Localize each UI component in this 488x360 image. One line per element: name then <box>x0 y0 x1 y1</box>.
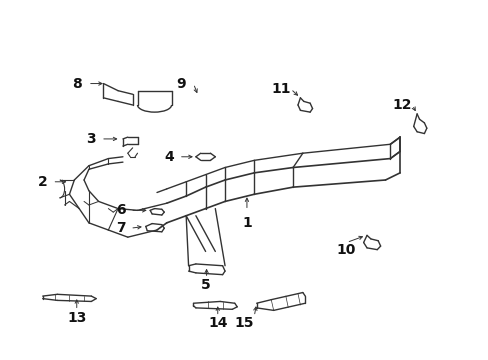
Text: 1: 1 <box>242 216 251 230</box>
Text: 9: 9 <box>176 77 186 91</box>
Text: 11: 11 <box>271 82 290 96</box>
Text: 14: 14 <box>207 316 227 330</box>
Text: 2: 2 <box>38 175 47 189</box>
Text: 13: 13 <box>67 311 86 324</box>
Text: 15: 15 <box>234 316 254 330</box>
Text: 12: 12 <box>392 98 411 112</box>
Text: 4: 4 <box>164 150 174 164</box>
Text: 10: 10 <box>336 243 356 257</box>
Text: 6: 6 <box>116 203 125 217</box>
Text: 7: 7 <box>116 221 125 235</box>
Text: 8: 8 <box>72 77 81 91</box>
Text: 3: 3 <box>86 132 96 146</box>
Text: 5: 5 <box>200 278 210 292</box>
